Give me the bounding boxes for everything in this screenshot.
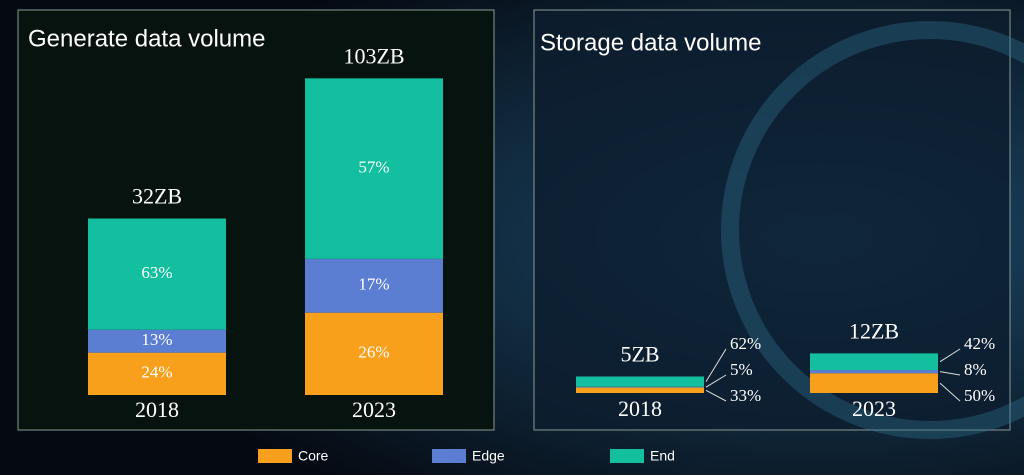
value-label: 17% — [358, 275, 389, 294]
bar-segment — [810, 353, 938, 371]
bar-segment — [576, 387, 704, 393]
x-tick-label: 2023 — [852, 396, 896, 421]
bar-segment — [305, 78, 443, 259]
leader-line — [705, 389, 727, 402]
bar-segment — [88, 352, 226, 395]
chart-title: Storage data volume — [540, 29, 761, 56]
value-label: 33% — [730, 386, 761, 405]
value-label: 26% — [358, 343, 389, 362]
value-label: 57% — [358, 158, 389, 177]
x-tick-label: 2023 — [352, 397, 396, 422]
leader-line — [939, 348, 961, 363]
legend-swatch — [258, 449, 292, 463]
decoration — [721, 21, 1024, 439]
legend-swatch — [610, 449, 644, 463]
leader-line — [705, 348, 727, 382]
value-label: 50% — [964, 386, 995, 405]
leader-line — [939, 382, 961, 402]
value-label: 63% — [141, 263, 172, 282]
legend-label: End — [650, 448, 675, 464]
total-label: 32ZB — [132, 184, 182, 209]
legend-swatch — [432, 449, 466, 463]
bar-segment — [305, 258, 443, 313]
bar-segment — [576, 376, 704, 387]
value-label: 24% — [141, 363, 172, 382]
bar-segment — [810, 370, 938, 374]
panel — [533, 9, 1011, 431]
bar-segment — [576, 386, 704, 388]
value-label: 5% — [730, 360, 753, 379]
total-label: 5ZB — [620, 342, 659, 367]
value-label: 13% — [141, 330, 172, 349]
x-tick-label: 2018 — [618, 396, 662, 421]
total-label: 103ZB — [343, 43, 404, 68]
legend-label: Edge — [472, 448, 505, 464]
total-label: 12ZB — [849, 318, 899, 343]
bar-segment — [810, 373, 938, 393]
chart-title: Generate data volume — [28, 25, 265, 52]
value-label: 42% — [964, 334, 995, 353]
bar-segment — [305, 312, 443, 395]
bar-segment — [88, 218, 226, 330]
bar-segment — [88, 329, 226, 353]
x-tick-label: 2018 — [135, 397, 179, 422]
value-label: 62% — [730, 334, 761, 353]
leader-line — [939, 371, 961, 376]
leader-line — [705, 374, 727, 388]
value-label: 8% — [964, 360, 987, 379]
legend-label: Core — [298, 448, 329, 464]
